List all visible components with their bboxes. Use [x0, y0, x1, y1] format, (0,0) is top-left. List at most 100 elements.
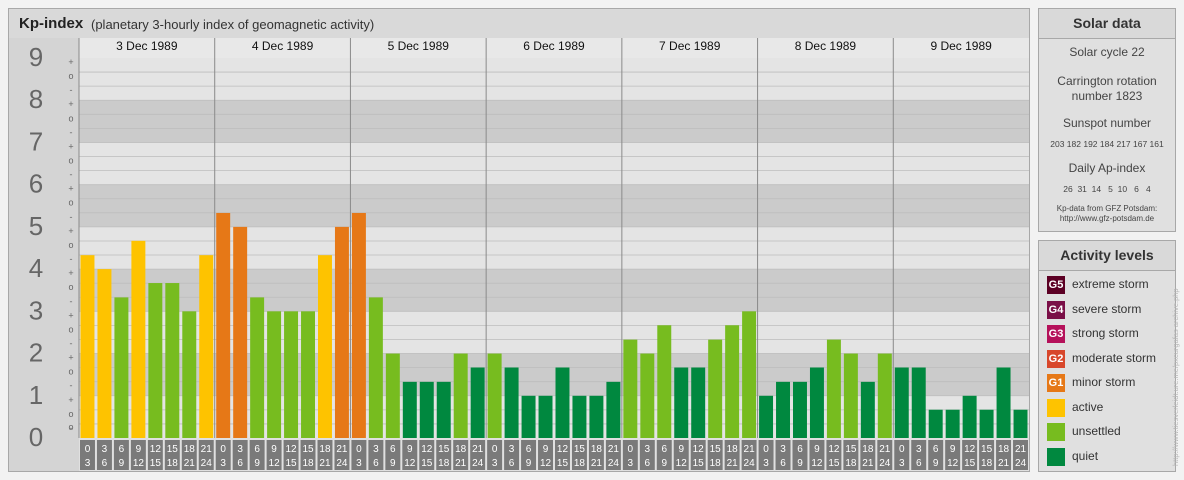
interval-start-label: 9	[678, 444, 684, 455]
interval-start-label: 18	[591, 444, 603, 455]
y-minor-label: o	[68, 324, 73, 334]
ap-heading: Daily Ap-index	[1068, 161, 1146, 175]
carrington-line1: Carrington rotation	[1057, 74, 1157, 88]
kp-bar	[487, 353, 502, 438]
interval-cell	[453, 440, 469, 470]
interval-end-label: 24	[472, 458, 484, 469]
interval-cell	[96, 440, 112, 470]
interval-end-label: 24	[201, 458, 213, 469]
interval-cell	[130, 440, 146, 470]
interval-start-label: 12	[828, 444, 840, 455]
activity-levels-heading: Activity levels	[1039, 241, 1175, 271]
y-minor-label: o	[68, 282, 73, 292]
interval-start-label: 21	[201, 444, 213, 455]
interval-cell	[605, 440, 621, 470]
interval-end-label: 9	[797, 458, 803, 469]
kp-bar	[894, 367, 909, 438]
y-axis-label-7: 7	[29, 126, 43, 156]
kp-bar	[385, 353, 400, 438]
interval-start-label: 9	[950, 444, 956, 455]
band-6	[79, 142, 1029, 185]
interval-start-label: 12	[150, 444, 162, 455]
day-label: 5 Dec 1989	[388, 39, 450, 53]
y-axis-label-9: 9	[29, 42, 43, 72]
y-axis-background	[9, 38, 79, 471]
y-minor-label: -	[70, 296, 73, 306]
day-label: 4 Dec 1989	[252, 39, 314, 53]
kp-bar	[826, 339, 841, 438]
interval-cell	[741, 440, 757, 470]
activity-swatch	[1047, 398, 1065, 417]
y-minor-label: o	[68, 113, 73, 123]
interval-end-label: 24	[608, 458, 620, 469]
interval-start-label: 18	[727, 444, 739, 455]
interval-end-label: 9	[254, 458, 260, 469]
interval-start-label: 3	[916, 444, 922, 455]
interval-cell	[673, 440, 689, 470]
chart-title: Kp-index	[19, 15, 84, 32]
y-minor-label: -	[70, 338, 73, 348]
y-minor-label: +	[68, 268, 73, 278]
interval-start-label: 6	[119, 444, 125, 455]
interval-end-label: 21	[319, 458, 331, 469]
activity-level-extreme-storm: G5 extreme storm	[1047, 275, 1175, 295]
interval-cell	[996, 440, 1012, 470]
interval-end-label: 21	[455, 458, 467, 469]
watermark: http://www.tiesverleidt.ure.me/pxcurgafa…	[1171, 288, 1180, 466]
interval-end-label: 18	[302, 458, 314, 469]
interval-cell	[792, 440, 808, 470]
interval-cell	[690, 440, 706, 470]
kp-chart: 0123456789+o-+o-+o-+o-+o-+o-+o-+o-+o-o3 …	[9, 38, 1029, 471]
y-minor-label: o	[68, 409, 73, 419]
interval-cell	[707, 440, 723, 470]
y-axis-label-4: 4	[29, 253, 43, 283]
interval-end-label: 18	[845, 458, 857, 469]
interval-start-label: 12	[285, 444, 297, 455]
activity-label: unsettled	[1072, 424, 1121, 438]
interval-end-label: 3	[899, 458, 905, 469]
activity-swatch	[1047, 423, 1065, 441]
interval-end-label: 18	[710, 458, 722, 469]
y-minor-label: o	[68, 422, 73, 432]
y-minor-label: -	[70, 423, 73, 433]
interval-cell	[622, 440, 638, 470]
y-minor-label: -	[70, 170, 73, 180]
interval-start-label: 15	[710, 444, 722, 455]
activity-label: severe storm	[1072, 301, 1142, 316]
interval-end-label: 6	[916, 458, 922, 469]
interval-end-label: 12	[404, 458, 416, 469]
y-minor-label: o	[68, 367, 73, 377]
kp-bar	[860, 381, 875, 438]
kp-bar	[742, 311, 757, 438]
interval-end-label: 12	[133, 458, 145, 469]
interval-end-label: 9	[933, 458, 939, 469]
kp-bar	[470, 367, 485, 438]
interval-start-label: 12	[964, 444, 976, 455]
y-axis-label-0: 0	[29, 422, 43, 452]
activity-swatch: G2	[1047, 349, 1065, 368]
interval-end-label: 15	[150, 458, 162, 469]
kp-bar	[538, 395, 553, 438]
activity-level-strong-storm: G3 strong storm	[1047, 324, 1175, 344]
interval-start-label: 18	[319, 444, 331, 455]
interval-cell	[368, 440, 384, 470]
sunspot-values: 203 182 192 184 217 167 161	[1050, 139, 1164, 149]
kp-bar	[674, 367, 689, 438]
interval-end-label: 21	[184, 458, 196, 469]
kp-bar	[521, 395, 536, 438]
interval-cell	[266, 440, 282, 470]
kp-bar	[911, 367, 926, 438]
interval-start-label: 21	[608, 444, 620, 455]
interval-start-label: 0	[899, 444, 905, 455]
interval-start-label: 6	[526, 444, 532, 455]
y-minor-label: -	[70, 381, 73, 391]
y-axis-label-2: 2	[29, 338, 43, 368]
interval-start-label: 6	[661, 444, 667, 455]
interval-cell	[588, 440, 604, 470]
interval-end-label: 6	[237, 458, 243, 469]
interval-start-label: 12	[421, 444, 433, 455]
interval-cell	[928, 440, 944, 470]
interval-cell	[521, 440, 537, 470]
kp-bar	[877, 353, 892, 438]
interval-end-label: 18	[981, 458, 993, 469]
